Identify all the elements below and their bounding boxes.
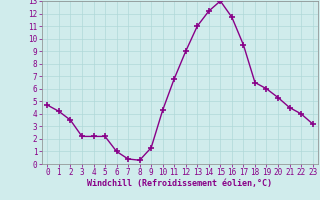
X-axis label: Windchill (Refroidissement éolien,°C): Windchill (Refroidissement éolien,°C) bbox=[87, 179, 273, 188]
